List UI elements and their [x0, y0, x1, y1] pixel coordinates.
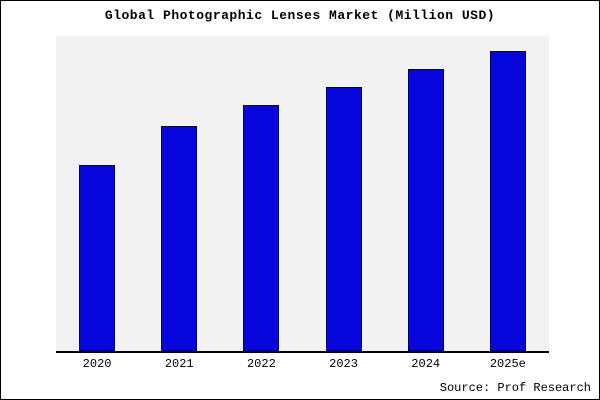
x-tick-label-2021: 2021	[164, 357, 194, 371]
bar-2023	[325, 87, 362, 351]
x-tick-label-2023: 2023	[329, 357, 358, 371]
bars	[56, 36, 549, 351]
bar-2025e	[489, 51, 526, 351]
bar-2021	[161, 126, 198, 351]
bar-2024	[407, 69, 444, 351]
x-tick-label-2022: 2022	[246, 357, 276, 371]
bar-2020	[79, 165, 116, 351]
source-text: Source: Prof Research	[439, 381, 591, 395]
x-tick-label-2024: 2024	[411, 357, 441, 371]
x-tick-label-2025e: 2025e	[489, 357, 526, 371]
bar-2022	[243, 105, 280, 351]
chart-title: Global Photographic Lenses Market (Milli…	[104, 8, 496, 23]
x-labels: 2020 2021 2022 2023 2024 2025e	[56, 357, 549, 371]
plot-area	[56, 36, 549, 353]
x-tick-label-2020: 2020	[82, 357, 112, 371]
